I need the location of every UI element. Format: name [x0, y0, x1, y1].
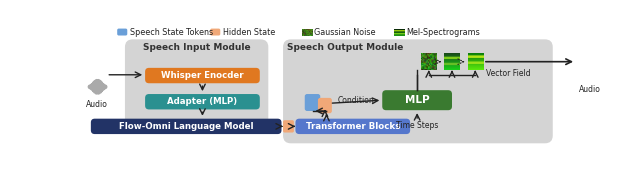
- FancyBboxPatch shape: [210, 29, 220, 35]
- Text: Speech State Tokens: Speech State Tokens: [129, 27, 212, 37]
- FancyBboxPatch shape: [382, 90, 452, 110]
- Text: Speech Input Module: Speech Input Module: [143, 43, 250, 52]
- FancyBboxPatch shape: [125, 39, 268, 130]
- Text: Adapter (MLP): Adapter (MLP): [168, 97, 237, 106]
- Text: Speech Output Module: Speech Output Module: [287, 43, 403, 52]
- FancyBboxPatch shape: [91, 119, 282, 134]
- Text: Mel-Spectrograms: Mel-Spectrograms: [406, 27, 480, 37]
- FancyBboxPatch shape: [145, 68, 260, 83]
- Text: Vector Field: Vector Field: [486, 69, 531, 78]
- Text: Condition: Condition: [337, 96, 374, 105]
- Text: MLP: MLP: [405, 95, 429, 105]
- Text: Gaussian Noise: Gaussian Noise: [314, 27, 376, 37]
- FancyBboxPatch shape: [296, 119, 410, 134]
- Text: Time Steps: Time Steps: [396, 121, 438, 130]
- FancyBboxPatch shape: [283, 39, 553, 143]
- Text: Audio: Audio: [86, 100, 108, 109]
- FancyBboxPatch shape: [305, 94, 320, 111]
- Text: Flow-Omni Language Model: Flow-Omni Language Model: [119, 122, 253, 131]
- FancyBboxPatch shape: [117, 29, 127, 35]
- FancyBboxPatch shape: [283, 120, 294, 133]
- Text: Whisper Enocder: Whisper Enocder: [161, 71, 244, 80]
- FancyBboxPatch shape: [318, 98, 332, 113]
- Text: Hidden State: Hidden State: [223, 27, 275, 37]
- Text: Transformer Blocks: Transformer Blocks: [306, 122, 400, 131]
- Text: Audio: Audio: [579, 85, 601, 94]
- FancyBboxPatch shape: [145, 94, 260, 109]
